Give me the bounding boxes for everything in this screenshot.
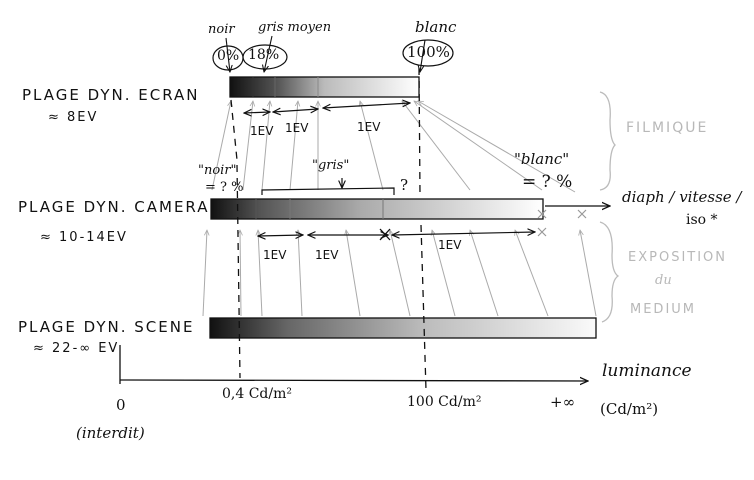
camera-gris: "gris" <box>312 158 350 173</box>
camera-ev-arrows <box>258 232 535 236</box>
cross-mark <box>379 228 391 241</box>
top-label-arrows <box>225 35 426 72</box>
scene-to-camera-arrows <box>202 230 597 317</box>
ecran-ev-3: 1EV <box>357 120 381 134</box>
camera-noir: "noir" <box>198 163 237 178</box>
ecran-ev-1: 1EV <box>250 124 274 138</box>
camera-question: ? <box>400 176 409 194</box>
pct-gris: 18% <box>248 47 280 63</box>
camera-label: PLAGE DYN. CAMERA <box>18 198 210 216</box>
pct-blanc: 100% <box>407 43 450 61</box>
camera-gris-bracket <box>261 178 395 195</box>
pct-gris-ellipse <box>242 44 288 70</box>
camera-blanc: "blanc" <box>514 150 570 168</box>
top-gris-moyen: gris moyen <box>258 20 332 35</box>
ecran-ev-arrows <box>244 103 410 113</box>
top-noir: noir <box>208 22 235 37</box>
diaph-label: diaph / vitesse / <box>622 188 742 206</box>
camera-ev-3: 1EV <box>438 238 462 252</box>
camera-to-ecran-arrows <box>211 101 576 193</box>
iso-label: iso * <box>686 212 718 228</box>
camera-range: ≈ 10-14EV <box>40 230 128 245</box>
du-label: du <box>655 273 672 288</box>
scene-bar <box>209 317 597 339</box>
tick-inf: +∞ <box>550 393 576 411</box>
medium-label: MEDIUM <box>630 302 697 317</box>
exposition-bracket <box>599 221 620 323</box>
pct-blanc-ellipse <box>402 39 454 67</box>
camera-ev-1: 1EV <box>263 248 287 262</box>
camera-end-marks <box>537 209 587 237</box>
ecran-range: ≈ 8EV <box>48 110 99 125</box>
tick-zero: 0 <box>116 396 126 414</box>
top-blanc: blanc <box>415 18 457 36</box>
camera-ev-2: 1EV <box>315 248 339 262</box>
tick-100: 100 Cd/m² <box>407 394 482 410</box>
camera-noir-pct: = ? % <box>205 180 244 195</box>
camera-bar <box>210 198 544 220</box>
camera-blanc-pct: = ? % <box>522 172 573 192</box>
ecran-ev-2: 1EV <box>285 121 309 135</box>
pct-noir: 0% <box>217 48 240 64</box>
exposition-label: EXPOSITION <box>628 250 728 265</box>
tick-04: 0,4 Cd/m² <box>222 386 292 402</box>
dashed-guides <box>230 67 427 391</box>
luminance-axis <box>119 380 588 381</box>
filmique-label: FILMIQUE <box>626 120 709 136</box>
tick-zero-note: (interdit) <box>76 424 145 442</box>
axis-unit: (Cd/m²) <box>600 400 659 418</box>
ecran-bar <box>229 76 420 98</box>
filmique-bracket <box>599 91 616 191</box>
scene-range: ≈ 22-∞ EV <box>33 341 120 356</box>
scene-label: PLAGE DYN. SCENE <box>18 318 195 336</box>
axis-luminance-label: luminance <box>602 361 692 381</box>
ecran-label: PLAGE DYN. ECRAN <box>22 86 200 104</box>
